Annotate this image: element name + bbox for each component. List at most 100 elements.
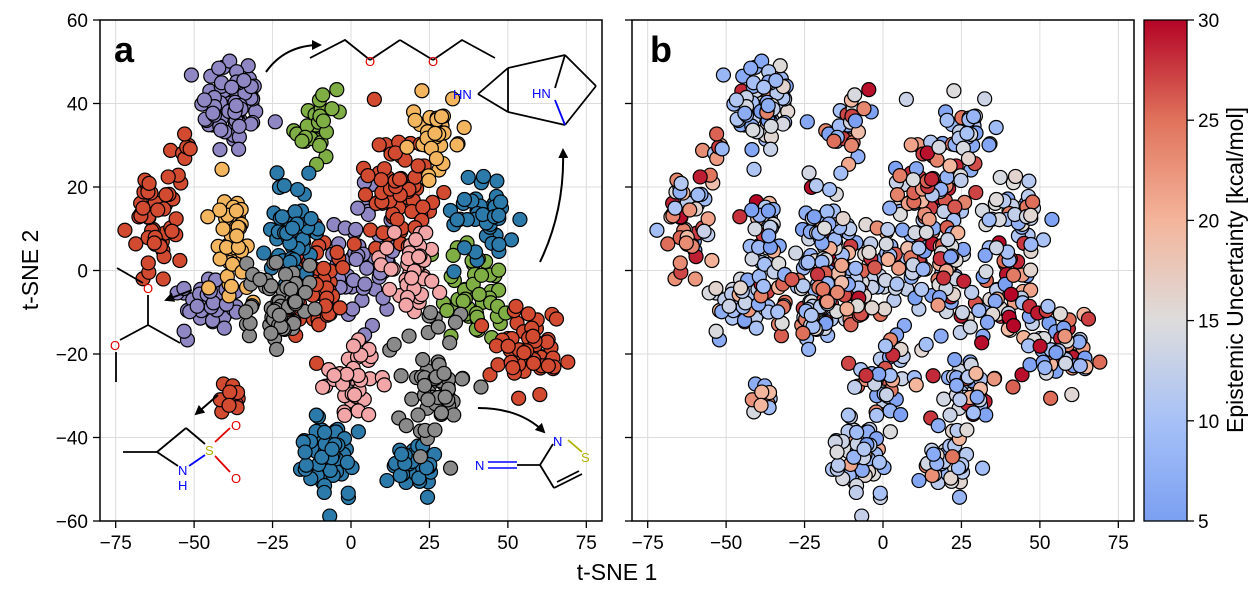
scatter-point-b (959, 422, 975, 438)
sulfone-o-bond1 (214, 427, 231, 443)
scatter-point-a (446, 407, 462, 423)
scatter-point-a (540, 358, 556, 374)
scatter-point-a (403, 270, 420, 286)
scatter-point-b (977, 91, 993, 107)
x-tick-label: −75 (632, 533, 664, 554)
scatter-point-a (404, 391, 420, 407)
scatter-point-b (903, 137, 919, 153)
scatter-point-b (871, 366, 887, 382)
scatter-point-b (830, 457, 846, 473)
scatter-point-b (986, 371, 1002, 387)
scatter-point-b (943, 470, 959, 486)
scatter-point-a (490, 357, 506, 373)
scatter-point-a (271, 307, 287, 323)
scatter-point-a (428, 150, 445, 167)
scatter-point-b (913, 281, 930, 298)
scatter-point-a (491, 262, 507, 278)
scatter-point-b (744, 141, 760, 158)
scatter-point-a (420, 392, 436, 408)
scatter-point-a (189, 298, 205, 314)
scatter-point-b (861, 82, 877, 98)
diether-o2-label: O (428, 54, 438, 69)
scatter-point-b (981, 137, 997, 153)
scatter-point-a (274, 209, 290, 225)
scatter-point-a (532, 386, 548, 403)
scatter-point-a (427, 422, 443, 438)
scatter-point-b (1057, 328, 1073, 344)
colorbar: 5 10 15 20 25 30 Epistemic Uncertainty [kcal/… (1143, 11, 1248, 533)
scatter-point-b (858, 367, 874, 384)
scatter-point-b (936, 391, 952, 407)
scatter-point-a (346, 387, 363, 403)
scatter-point-b (846, 449, 862, 465)
scatter-point-a (335, 260, 351, 276)
scatter-point-b (1023, 236, 1039, 253)
scatter-point-b (848, 260, 864, 276)
scatter-point-a (419, 489, 436, 505)
scatter-point-b (795, 325, 811, 341)
scatter-point-a (223, 278, 240, 294)
scatter-point-a (297, 284, 313, 301)
scatter-point-a (316, 260, 332, 276)
scatter-point-b (840, 407, 856, 423)
scatter-point-a (268, 341, 285, 357)
scatter-point-a (446, 264, 462, 280)
arrow-bottom-right (477, 407, 546, 434)
scatter-point-b (892, 168, 908, 184)
scatter-point-a (222, 53, 238, 69)
sulfone-n-bond (188, 454, 206, 467)
scatter-point-a (416, 377, 433, 394)
scatter-point-a (229, 228, 245, 244)
scatter-point-a (267, 114, 283, 130)
scatter-point-a (421, 172, 437, 189)
scatter-point-a (317, 424, 333, 440)
scatter-point-b (839, 301, 855, 317)
colorbar-tick-label: 10 (1198, 412, 1219, 433)
scatter-point-b (835, 210, 851, 227)
y-tick-label: 0 (77, 262, 88, 283)
scatter-point-a (316, 484, 332, 501)
colorbar-gradient (1143, 19, 1188, 522)
scatter-point-a (489, 173, 505, 189)
scatter-point-b (915, 261, 931, 277)
y-tick-label: −60 (56, 512, 88, 533)
scatter-point-b (847, 113, 863, 129)
x-tick-label: −25 (256, 533, 288, 554)
scatter-point-a (560, 354, 576, 370)
scatter-point-a (455, 293, 471, 309)
x-tick-label: 25 (419, 533, 440, 554)
scatter-point-a (511, 390, 527, 406)
bicyclic-hn2-label: HN (532, 86, 551, 101)
scatter-point-b (678, 235, 694, 251)
scatter-point-a (493, 194, 509, 210)
scatter-point-b (951, 489, 968, 505)
scatter-point-a (371, 137, 387, 153)
scatter-point-b (861, 244, 877, 261)
scatter-point-a (324, 101, 340, 117)
colorbar-ticks: 5 10 15 20 25 30 (1187, 11, 1219, 533)
scatter-point-b (893, 407, 909, 423)
scatter-point-b (968, 365, 984, 382)
scatter-point-a (456, 119, 472, 136)
scatter-point-a (263, 278, 279, 294)
scatter-point-b (1037, 360, 1053, 376)
scatter-point-a (491, 207, 507, 223)
scatter-point-a (427, 125, 443, 142)
scatter-point-a (329, 244, 345, 261)
scatter-point-a (379, 240, 395, 256)
scatter-point-a (414, 83, 430, 99)
scatter-point-b (800, 254, 816, 270)
scatter-point-b (849, 424, 865, 440)
scatter-point-b (754, 384, 770, 400)
thiazole-s-label: S (581, 450, 590, 465)
scatter-point-a (359, 260, 375, 276)
scatter-point-b (953, 172, 969, 189)
scatter-point-a (500, 338, 516, 354)
scatter-point-b (1023, 262, 1039, 278)
scatter-point-a (326, 367, 342, 384)
scatter-point-b (898, 91, 914, 107)
scatter-point-a (315, 87, 331, 103)
ticks-b: −75 −50 −25 0 25 50 75 (625, 19, 1129, 554)
scatter-point-b (754, 53, 770, 69)
scatter-point-a (284, 220, 301, 236)
